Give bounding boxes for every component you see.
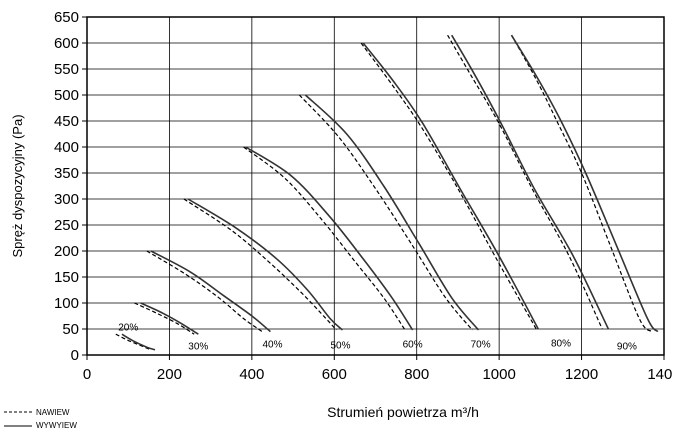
series-wywyiew-90pct (451, 34, 610, 330)
y-tick-label: 600 (54, 35, 79, 52)
series-wywyiew-80pct (362, 42, 540, 330)
series-nawiew-40pct (146, 250, 263, 333)
x-tick-label: 1400 (647, 366, 673, 383)
y-tick-label: 450 (54, 113, 79, 130)
series-wywyiew-30pct (140, 302, 199, 335)
x-tick-label: 200 (157, 366, 182, 383)
series-nawiew-70pct (298, 94, 473, 331)
legend-label-nawiew: NAWIEW (36, 408, 70, 417)
series-nawiew-80pct (360, 42, 537, 330)
y-tick-label: 650 (54, 9, 79, 26)
curve-label: 80% (551, 339, 571, 350)
x-axis-label: Strumień powietrza m³/h (327, 404, 479, 420)
curve-labels: 20%30%40%50%60%70%80%90%100% (118, 322, 637, 353)
y-tick-label: 250 (54, 217, 79, 234)
x-tick-label: 1200 (565, 366, 598, 383)
x-tick-label: 1000 (482, 366, 515, 383)
y-tick-label: 200 (54, 243, 79, 260)
curves (115, 34, 659, 351)
y-tick-label: 150 (54, 269, 79, 286)
x-tick-label: 600 (322, 366, 347, 383)
series-wywyiew-70pct (304, 94, 480, 331)
y-tick-label: 550 (54, 61, 79, 78)
y-tick-label: 500 (54, 87, 79, 104)
series-nawiew-30pct (134, 302, 195, 335)
series-nawiew-60pct (243, 146, 405, 330)
curve-label: 70% (471, 340, 491, 351)
legend: NAWIEW WYWYIEW (4, 408, 77, 430)
legend-label-wywyiew: WYWYIEW (36, 421, 77, 430)
x-tick-label: 800 (404, 366, 429, 383)
curve-label: 20% (118, 322, 138, 333)
curve-label: 90% (617, 342, 637, 353)
curve-label: 40% (262, 340, 282, 351)
y-axis-label: Spręż dyspozycyjny (Pa) (10, 114, 25, 257)
curve-label: 60% (403, 340, 423, 351)
grid (86, 16, 665, 356)
series-nawiew-50pct (183, 198, 337, 331)
series-wywyiew-20pct (121, 333, 156, 351)
plot-frame (86, 16, 665, 356)
series-wywyiew-40pct (150, 250, 271, 333)
curve-label: 50% (330, 341, 350, 352)
y-tick-label: 0 (71, 347, 79, 364)
y-tick-label: 400 (54, 139, 79, 156)
curve-label: 30% (188, 342, 208, 353)
y-tick-label: 350 (54, 165, 79, 182)
series-wywyiew-100pct (510, 34, 659, 333)
series-wywyiew-50pct (187, 198, 344, 331)
series-nawiew-90pct (447, 34, 603, 330)
x-tick-label: 400 (239, 366, 264, 383)
y-tick-label: 100 (54, 295, 79, 312)
x-tick-label: 0 (83, 366, 91, 383)
tick-labels: 0 50 100 150 200 250 300 350 400 450 500 550 600 650 0… (54, 9, 673, 383)
series-wywyiew-60pct (245, 146, 414, 331)
series-nawiew-20pct (115, 333, 152, 351)
y-tick-label: 300 (54, 191, 79, 208)
y-tick-label: 50 (62, 321, 79, 338)
